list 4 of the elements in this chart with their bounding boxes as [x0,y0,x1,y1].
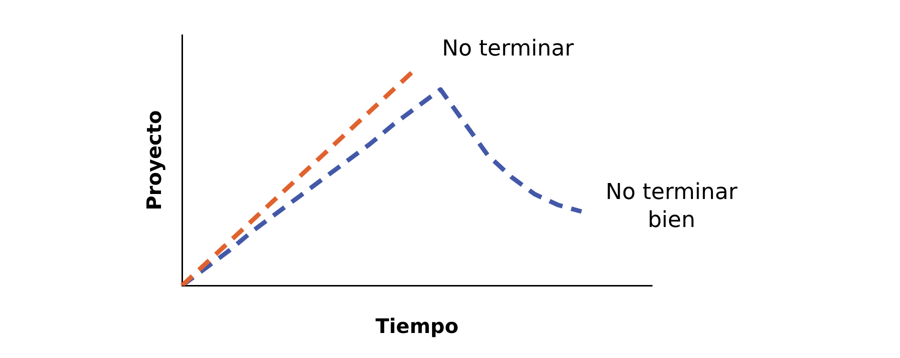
annotation: No terminar bien [606,180,738,234]
y-axis-title: Proyecto [142,110,166,210]
x-axis-title: Tiempo [376,314,458,338]
text: No terminar [442,36,575,62]
